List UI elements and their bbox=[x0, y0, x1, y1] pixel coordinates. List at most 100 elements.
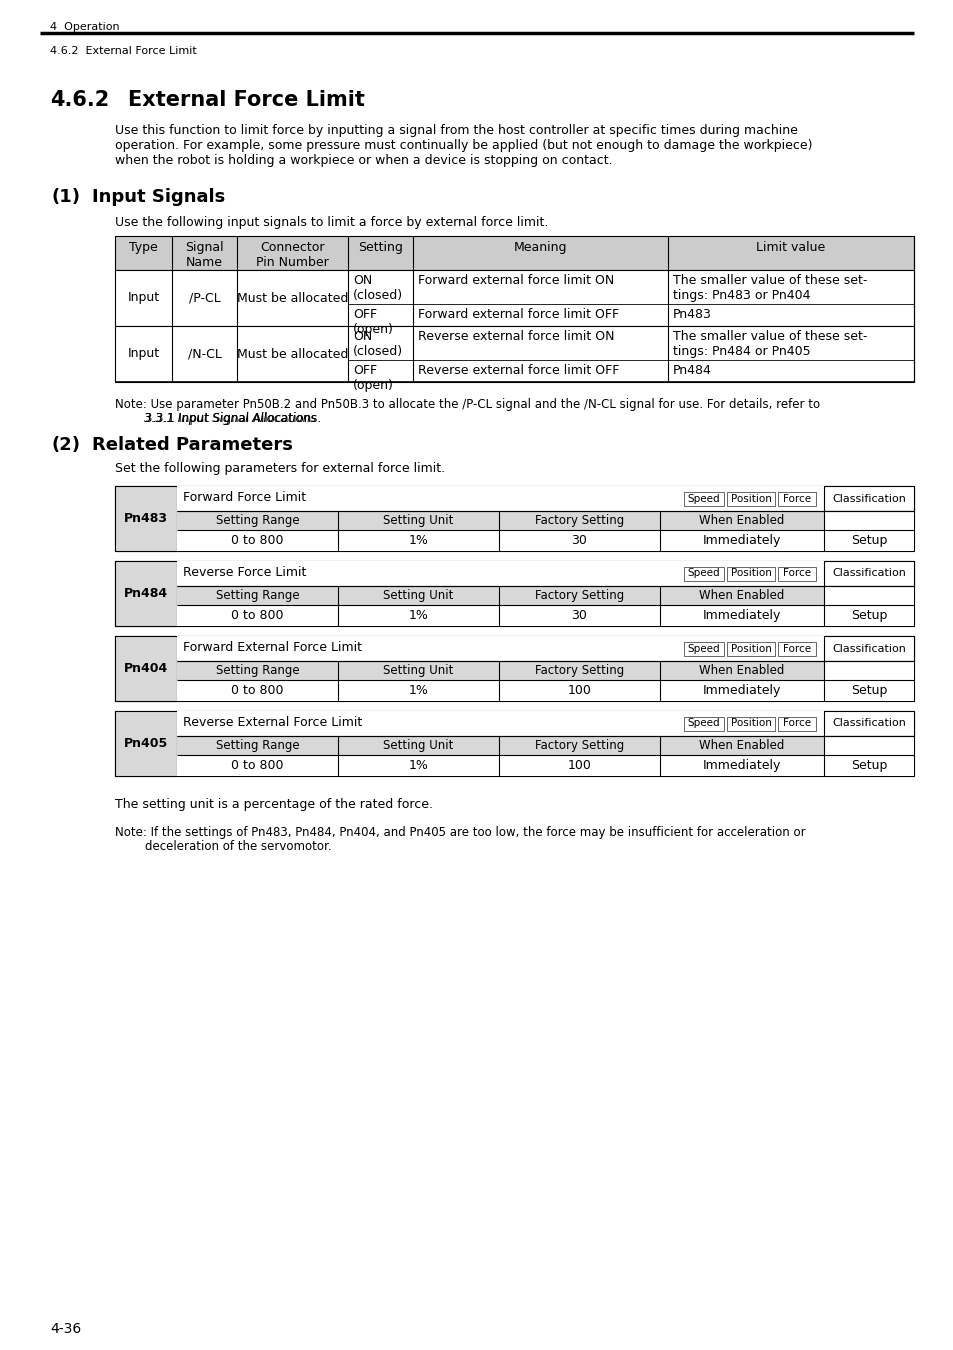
Bar bbox=[823, 662, 913, 680]
Text: /P-CL: /P-CL bbox=[189, 292, 220, 305]
Text: Reverse external force limit OFF: Reverse external force limit OFF bbox=[417, 364, 618, 377]
Bar bbox=[115, 636, 177, 701]
Bar bbox=[115, 562, 177, 626]
Text: Forward external force limit ON: Forward external force limit ON bbox=[417, 274, 614, 288]
Text: Forward Force Limit: Forward Force Limit bbox=[183, 491, 306, 504]
Text: Pn483: Pn483 bbox=[124, 512, 168, 525]
Text: Limit value: Limit value bbox=[756, 242, 824, 254]
Bar bbox=[177, 562, 823, 586]
Bar bbox=[823, 586, 913, 605]
Bar bbox=[177, 662, 823, 680]
Bar bbox=[823, 680, 913, 701]
Text: Use this function to limit force by inputting a signal from the host controller : Use this function to limit force by inpu… bbox=[115, 124, 797, 136]
Text: Pn484: Pn484 bbox=[124, 587, 168, 599]
Bar bbox=[177, 736, 823, 755]
Text: deceleration of the servomotor.: deceleration of the servomotor. bbox=[115, 840, 332, 853]
Bar bbox=[823, 562, 913, 586]
Text: Setting Unit: Setting Unit bbox=[383, 514, 454, 526]
Text: Speed: Speed bbox=[687, 644, 720, 653]
Bar bbox=[683, 717, 723, 730]
Text: 4-36: 4-36 bbox=[50, 1322, 81, 1336]
Text: Setting: Setting bbox=[357, 242, 402, 254]
Bar bbox=[177, 531, 823, 551]
Text: 1%: 1% bbox=[408, 535, 428, 547]
Bar bbox=[115, 562, 913, 626]
Text: Setting Range: Setting Range bbox=[215, 738, 299, 752]
Text: Pn483: Pn483 bbox=[672, 308, 711, 321]
Text: Setup: Setup bbox=[850, 684, 886, 697]
Text: Factory Setting: Factory Setting bbox=[535, 738, 623, 752]
Bar bbox=[726, 491, 774, 505]
Bar bbox=[115, 636, 913, 701]
Text: Connector
Pin Number: Connector Pin Number bbox=[255, 242, 329, 269]
Bar bbox=[177, 755, 823, 776]
Text: Must be allocated: Must be allocated bbox=[236, 347, 348, 360]
Text: Immediately: Immediately bbox=[702, 535, 781, 547]
Text: Pn484: Pn484 bbox=[672, 364, 711, 377]
Text: Signal
Name: Signal Name bbox=[185, 242, 224, 269]
Text: Factory Setting: Factory Setting bbox=[535, 589, 623, 602]
Text: Force: Force bbox=[782, 718, 810, 729]
Text: Classification: Classification bbox=[831, 644, 905, 653]
Text: Immediately: Immediately bbox=[702, 609, 781, 622]
Text: Immediately: Immediately bbox=[702, 759, 781, 772]
Bar bbox=[778, 567, 815, 580]
Text: (2): (2) bbox=[52, 436, 81, 454]
Bar bbox=[778, 717, 815, 730]
Text: 4.6.2: 4.6.2 bbox=[50, 90, 110, 109]
Text: External Force Limit: External Force Limit bbox=[128, 90, 364, 109]
Text: When Enabled: When Enabled bbox=[699, 514, 784, 526]
Text: Input: Input bbox=[128, 347, 159, 360]
Bar bbox=[823, 605, 913, 626]
Text: Classification: Classification bbox=[831, 494, 905, 504]
Text: Meaning: Meaning bbox=[514, 242, 567, 254]
Text: Use the following input signals to limit a force by external force limit.: Use the following input signals to limit… bbox=[115, 216, 548, 230]
Text: 4.6.2  External Force Limit: 4.6.2 External Force Limit bbox=[50, 46, 196, 55]
Bar bbox=[115, 711, 913, 776]
Text: Position: Position bbox=[730, 568, 771, 579]
Text: Must be allocated: Must be allocated bbox=[236, 292, 348, 305]
Text: 3.3.1 Input Signal Allocations: 3.3.1 Input Signal Allocations bbox=[144, 412, 315, 425]
Text: 100: 100 bbox=[567, 684, 591, 697]
Bar bbox=[726, 567, 774, 580]
Text: ON
(closed): ON (closed) bbox=[353, 329, 403, 358]
Text: Position: Position bbox=[730, 718, 771, 729]
Text: Force: Force bbox=[782, 644, 810, 653]
Text: Speed: Speed bbox=[687, 494, 720, 504]
Bar bbox=[823, 636, 913, 661]
Text: Forward external force limit OFF: Forward external force limit OFF bbox=[417, 308, 618, 321]
Text: Setting Unit: Setting Unit bbox=[383, 589, 454, 602]
Text: The smaller value of these set-
tings: Pn483 or Pn404: The smaller value of these set- tings: P… bbox=[672, 274, 866, 302]
Bar bbox=[177, 512, 823, 531]
Bar bbox=[683, 567, 723, 580]
Bar bbox=[823, 736, 913, 755]
Text: Reverse Force Limit: Reverse Force Limit bbox=[183, 566, 306, 579]
Text: Force: Force bbox=[782, 494, 810, 504]
Text: OFF
(open): OFF (open) bbox=[353, 364, 394, 391]
Bar bbox=[115, 325, 913, 382]
Bar bbox=[823, 531, 913, 551]
Text: 1%: 1% bbox=[408, 759, 428, 772]
Text: Factory Setting: Factory Setting bbox=[535, 514, 623, 526]
Text: 1%: 1% bbox=[408, 609, 428, 622]
Bar bbox=[177, 680, 823, 701]
Text: Position: Position bbox=[730, 644, 771, 653]
Text: Forward External Force Limit: Forward External Force Limit bbox=[183, 641, 361, 653]
Text: When Enabled: When Enabled bbox=[699, 738, 784, 752]
Bar bbox=[177, 605, 823, 626]
Text: Setting Unit: Setting Unit bbox=[383, 664, 454, 676]
Text: 0 to 800: 0 to 800 bbox=[231, 684, 283, 697]
Bar bbox=[726, 641, 774, 656]
Text: Setting Range: Setting Range bbox=[215, 589, 299, 602]
Text: When Enabled: When Enabled bbox=[699, 664, 784, 676]
Text: (1): (1) bbox=[52, 188, 81, 207]
Text: Input: Input bbox=[128, 292, 159, 305]
Bar bbox=[177, 636, 823, 661]
Text: 0 to 800: 0 to 800 bbox=[231, 535, 283, 547]
Text: Setup: Setup bbox=[850, 535, 886, 547]
Text: Classification: Classification bbox=[831, 568, 905, 579]
Text: 30: 30 bbox=[571, 609, 587, 622]
Text: Speed: Speed bbox=[687, 718, 720, 729]
Text: 100: 100 bbox=[567, 759, 591, 772]
Bar bbox=[778, 491, 815, 505]
